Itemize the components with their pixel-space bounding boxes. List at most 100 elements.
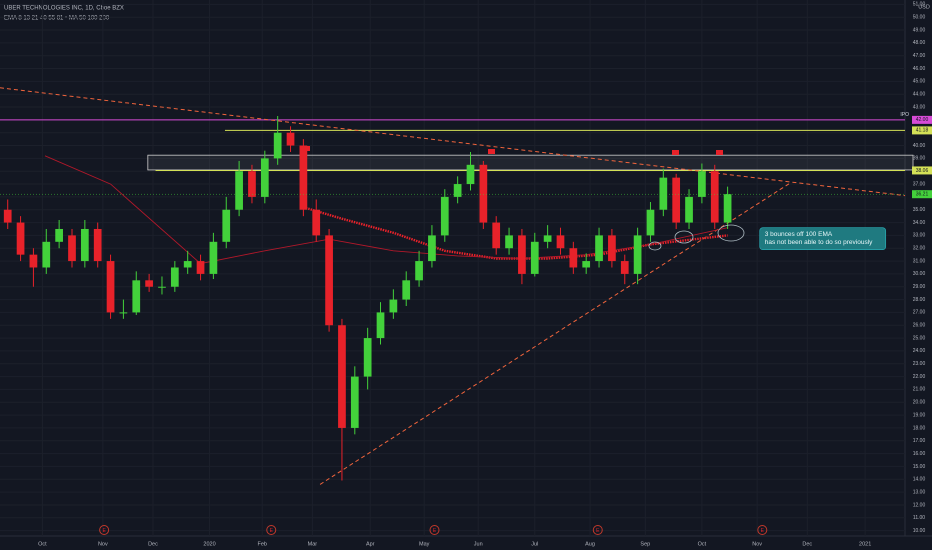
- flag: [488, 149, 495, 154]
- y-tick-label: 31.00: [913, 258, 926, 264]
- candle-body: [248, 171, 256, 197]
- candle-body: [569, 248, 578, 268]
- candle-body: [608, 235, 616, 262]
- y-tick-label: 24.00: [913, 348, 926, 354]
- candle-body: [260, 158, 269, 197]
- candle-body: [55, 228, 63, 242]
- y-tick-label: 27.00: [913, 310, 926, 316]
- resistance-zone: [147, 154, 914, 171]
- candle-body: [723, 194, 732, 223]
- candle-body: [582, 261, 591, 268]
- candle-body: [106, 261, 115, 313]
- candle-body: [402, 280, 411, 300]
- candle-body: [659, 177, 668, 210]
- candle-body: [428, 235, 436, 262]
- candle-body: [556, 235, 565, 249]
- x-tick-label: Oct: [698, 541, 707, 547]
- candle-body: [350, 376, 359, 428]
- chart-title: UBER TECHNOLOGIES INC, 1D, Cboe BZX: [4, 6, 124, 12]
- y-tick-label: 39.00: [913, 156, 926, 162]
- candle-body: [312, 209, 321, 236]
- candle-body: [453, 184, 462, 197]
- candle-body: [29, 254, 38, 268]
- y-tick-label: 21.00: [913, 387, 926, 393]
- level-label: 41.18: [916, 128, 929, 134]
- bounce-ellipse: [648, 241, 662, 251]
- moving-average: [303, 206, 728, 260]
- y-tick-label: 22.00: [913, 374, 926, 380]
- earnings-marker: [99, 525, 110, 535]
- y-tick-label: 43.00: [913, 104, 926, 110]
- x-tick-label: 2020: [203, 541, 215, 547]
- candle-body: [672, 177, 681, 223]
- y-tick-label: 49.00: [913, 27, 926, 33]
- level-label-bg: [912, 115, 932, 124]
- y-tick-label: 17.00: [913, 438, 926, 444]
- candle-body: [3, 209, 12, 223]
- bounce-ellipse: [717, 224, 745, 242]
- candle-body: [93, 228, 102, 262]
- candle-body: [466, 164, 475, 185]
- x-tick-label: Nov: [752, 541, 762, 547]
- candle-body: [16, 222, 25, 255]
- plot: [0, 87, 914, 485]
- x-tick-label: Feb: [258, 541, 267, 547]
- candle-body: [273, 132, 282, 159]
- candle-body: [685, 196, 693, 223]
- candle-body: [68, 235, 76, 262]
- y-tick-label: 33.00: [913, 233, 926, 239]
- trendline: [0, 87, 906, 197]
- earnings-label: E: [270, 528, 274, 534]
- y-tick-label: 10.00: [913, 528, 926, 534]
- y-tick-label: 29.00: [913, 284, 926, 290]
- candle-body: [492, 222, 501, 249]
- candle-body: [710, 171, 719, 223]
- candle-body: [209, 241, 218, 274]
- y-tick-label: 20.00: [913, 400, 926, 406]
- annotation-text: has not been able to do so previously: [765, 239, 873, 246]
- last-price-label: 36.21: [916, 192, 929, 198]
- candle-body: [299, 145, 308, 210]
- x-tick-label: Nov: [98, 541, 108, 547]
- candle-body: [196, 261, 205, 274]
- candle-body: [42, 241, 51, 268]
- y-tick-label: 25.00: [913, 335, 926, 341]
- candle-body: [479, 164, 488, 223]
- earnings-marker: [757, 525, 768, 535]
- y-tick-label: 34.00: [913, 220, 926, 226]
- y-tick-label: 32.00: [913, 246, 926, 252]
- y-tick-label: 35.00: [913, 207, 926, 213]
- candle-body: [376, 312, 385, 339]
- candle-body: [620, 261, 629, 274]
- y-tick-label: 15.00: [913, 464, 926, 470]
- y-tick-label: 45.00: [913, 79, 926, 85]
- flag: [716, 150, 723, 155]
- candle-body: [158, 286, 166, 288]
- candle-body: [505, 235, 513, 249]
- y-tick-label: 28.00: [913, 297, 926, 303]
- earnings-label: E: [596, 528, 600, 534]
- annotation-box: [759, 227, 887, 250]
- candle-body: [543, 235, 552, 242]
- x-tick-label: Jun: [474, 541, 483, 547]
- y-tick-label: 11.00: [913, 515, 925, 521]
- candle-body: [530, 241, 539, 274]
- candle-body: [325, 235, 333, 326]
- flag: [672, 150, 679, 155]
- level-name: IPO: [900, 112, 909, 118]
- y-tick-label: 30.00: [913, 271, 926, 277]
- earnings-label: E: [433, 528, 437, 534]
- earnings-marker: [429, 525, 440, 535]
- indicator-legend: EMA 8 13 21 40 55 81 • MA 50 100 200: [4, 16, 110, 22]
- candle-body: [119, 312, 128, 314]
- candle-body: [132, 280, 141, 313]
- level-label-bg: [912, 166, 932, 175]
- y-tick-label: 50.00: [913, 15, 926, 21]
- y-tick-label: 23.00: [913, 361, 926, 367]
- y-tick-label: 47.00: [913, 53, 926, 59]
- annotation-text: 3 bounces off 100 EMA: [765, 231, 833, 238]
- candle-body: [338, 325, 346, 428]
- level-label-bg: [912, 126, 932, 135]
- earnings-marker: [266, 525, 277, 535]
